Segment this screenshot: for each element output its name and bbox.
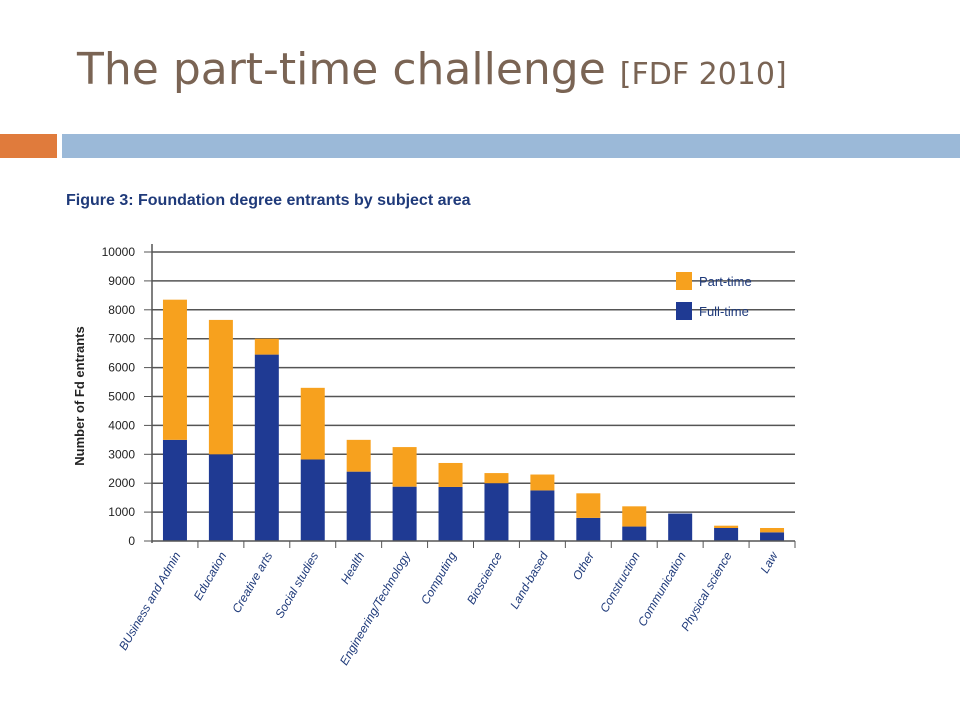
x-tick-label: Physical science	[678, 549, 735, 633]
x-tick-label: Other	[570, 549, 598, 583]
bar-part-time	[484, 473, 509, 484]
x-tick-label: Computing	[418, 549, 459, 607]
bar-full-time	[162, 439, 187, 541]
y-tick-label: 6000	[108, 361, 135, 375]
bar-part-time	[392, 447, 417, 487]
y-tick-label: 8000	[108, 303, 135, 317]
x-tick-label: Communication	[635, 549, 689, 628]
bar-full-time	[622, 526, 647, 541]
y-axis-label: Number of Fd entrants	[72, 326, 87, 465]
legend-label: Part-time	[699, 274, 752, 289]
x-tick-label: Education	[191, 549, 230, 603]
x-tick-label: BUsiness and Admin	[116, 549, 184, 652]
y-tick-label: 3000	[108, 447, 135, 461]
bar-part-time	[530, 474, 555, 491]
bar-full-time	[668, 513, 693, 541]
bar-full-time	[392, 486, 417, 541]
accent-bar-orange	[0, 134, 57, 158]
bar-part-time	[254, 338, 279, 355]
x-tick-label: Construction	[597, 549, 643, 615]
y-tick-label: 4000	[108, 418, 135, 432]
y-tick-label: 0	[128, 534, 135, 548]
bar-full-time	[530, 490, 555, 541]
x-tick-label: Creative arts	[229, 550, 275, 616]
y-tick-label: 7000	[108, 332, 135, 346]
bar-part-time	[576, 493, 601, 518]
chart-title: Figure 3: Foundation degree entrants by …	[66, 192, 471, 209]
bar-full-time	[760, 532, 785, 541]
legend-swatch	[676, 272, 692, 290]
slide-title-source: [FDF 2010]	[619, 57, 787, 92]
bar-full-time	[438, 486, 463, 541]
bar-part-time	[438, 462, 463, 487]
bar-part-time	[622, 506, 647, 527]
x-tick-label: Law	[758, 548, 782, 575]
bar-full-time	[208, 454, 233, 541]
x-tick-label: Land-based	[507, 549, 551, 611]
bar-part-time	[346, 439, 371, 472]
y-tick-label: 10000	[102, 245, 136, 259]
y-tick-label: 9000	[108, 274, 135, 288]
bar-full-time	[346, 471, 371, 541]
slide-title-main: The part-time challenge	[77, 44, 606, 95]
bar-full-time	[254, 354, 279, 541]
legend-swatch	[676, 302, 692, 320]
bar-part-time	[714, 525, 739, 528]
accent-bar-blue	[62, 134, 960, 158]
x-tick-label: Bioscience	[464, 549, 505, 607]
y-tick-label: 5000	[108, 390, 135, 404]
x-tick-label: Social studies	[272, 550, 321, 621]
bar-full-time	[484, 483, 509, 541]
slide-title: The part-time challenge [FDF 2010]	[77, 44, 787, 95]
bar-part-time	[760, 527, 785, 533]
x-tick-label: Health	[338, 549, 368, 586]
bar-part-time	[208, 319, 233, 455]
bar-full-time	[300, 459, 325, 541]
y-tick-label: 1000	[108, 505, 135, 519]
bar-part-time	[162, 299, 187, 440]
bar-full-time	[576, 517, 601, 541]
bar-part-time	[300, 387, 325, 460]
y-tick-label: 2000	[108, 476, 135, 490]
legend-label: Full-time	[699, 304, 749, 319]
bar-full-time	[714, 527, 739, 541]
